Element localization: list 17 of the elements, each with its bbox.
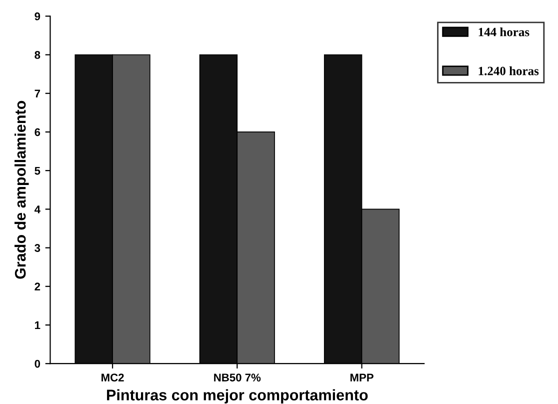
y-tick-label: 7 (34, 90, 40, 98)
y-tick-label: 3 (34, 244, 40, 252)
x-tick-label: MPP (350, 374, 374, 382)
x-tick-label: NB50 7% (214, 374, 261, 382)
y-tick-label: 5 (34, 166, 40, 175)
legend-label: 144 horas (478, 27, 530, 36)
y-tick-label: 6 (34, 128, 40, 136)
y-tick-label: 0 (34, 360, 40, 368)
y-tick-label: 2 (34, 282, 40, 290)
legend-label: 1.240 horas (478, 66, 539, 76)
y-tick-label: 8 (34, 51, 40, 59)
y-tick-label: 1 (35, 321, 40, 330)
x-axis-title: Pinturas con mejor comportamiento (107, 389, 368, 404)
y-tick-label: 4 (34, 206, 40, 214)
x-tick-label: MC2 (102, 374, 124, 382)
y-tick-label: 9 (34, 12, 40, 20)
y-axis-title: Grado de ampollamiento (14, 100, 29, 279)
